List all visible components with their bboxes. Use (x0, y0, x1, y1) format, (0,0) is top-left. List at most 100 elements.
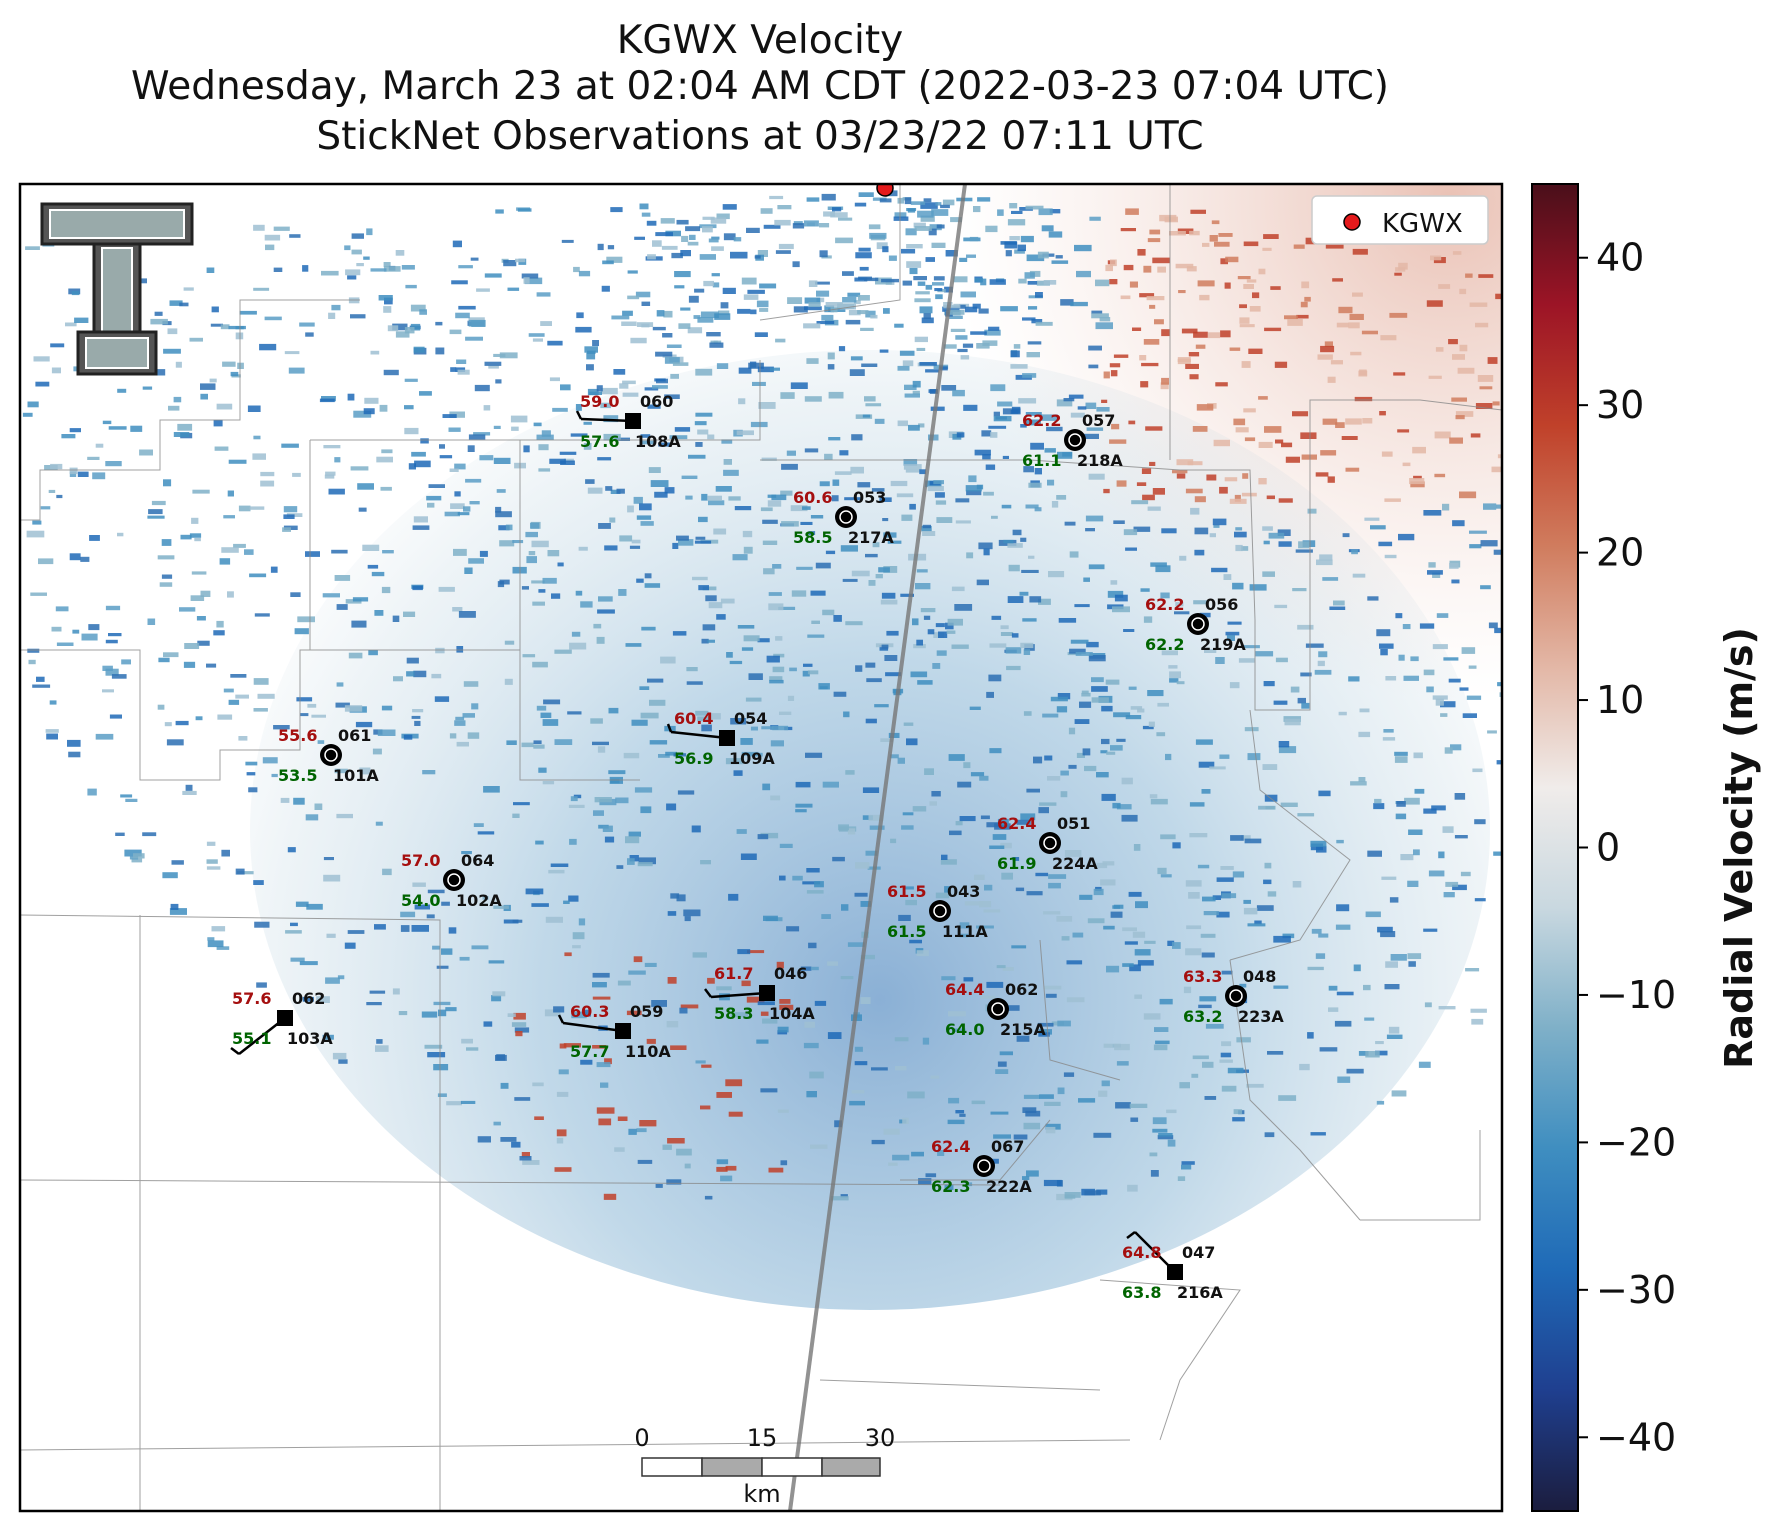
station-222A[interactable]: 62.4 067 62.3 222A (931, 1137, 1032, 1196)
map-subtitle-time: Wednesday, March 23 at 02:04 AM CDT (202… (130, 64, 1390, 109)
station-id: 224A (1052, 854, 1098, 873)
calm-wind-marker (320, 744, 342, 766)
station-224A[interactable]: 62.4 051 61.9 224A (997, 814, 1098, 873)
colorbar-tick-label: −20 (1596, 1120, 1676, 1164)
calm-wind-marker (1225, 985, 1247, 1007)
station-223A[interactable]: 63.3 048 63.2 223A (1183, 967, 1284, 1026)
station-marker (615, 1023, 631, 1039)
map-title: KGWX Velocity (616, 18, 904, 63)
scale-bar: 0 15 30 km (634, 1424, 895, 1508)
station-215A[interactable]: 64.4 062 64.0 215A (945, 980, 1046, 1039)
calm-wind-ring (447, 873, 461, 887)
station-marker (1167, 1264, 1183, 1280)
highway-line (788, 184, 967, 1511)
station-dewpoint: 58.5 (793, 528, 832, 547)
calm-wind-ring (324, 748, 338, 762)
wind-barb-shaft (580, 417, 634, 423)
calm-wind-marker (835, 506, 857, 528)
station-temperature: 64.4 (945, 980, 984, 999)
legend-label: KGWX (1382, 209, 1463, 239)
wind-barb-flag (1126, 1231, 1136, 1239)
scale-tick-0: 0 (634, 1424, 649, 1452)
station-id: 216A (1177, 1283, 1223, 1302)
colorbar-tick-label: 10 (1596, 678, 1644, 722)
wind-barb-shaft (710, 991, 768, 999)
colorbar-tick-label: −40 (1596, 1415, 1676, 1459)
station-marker (719, 730, 735, 746)
map-subtitle-obs: StickNet Observations at 03/23/22 07:11 … (316, 114, 1204, 159)
wind-barb-shaft (562, 1021, 624, 1033)
station-101A[interactable]: 55.6 061 53.5 101A (278, 726, 379, 785)
calm-wind-ring (933, 904, 947, 918)
station-wind-direction: 067 (991, 1137, 1024, 1156)
station-108A[interactable]: 59.0 060 57.6 108A (575, 392, 681, 451)
station-219A[interactable]: 62.2 056 62.2 219A (1145, 595, 1246, 654)
station-217A[interactable]: 60.6 053 58.5 217A (793, 488, 894, 547)
station-wind-direction: 064 (461, 851, 494, 870)
scale-tick-30: 30 (865, 1424, 896, 1452)
colorbar-tick-label: 30 (1596, 383, 1644, 427)
calm-wind-marker (1039, 832, 1061, 854)
station-temperature: 60.4 (674, 709, 713, 728)
calm-wind-marker (1064, 429, 1086, 451)
station-dewpoint: 57.7 (570, 1042, 609, 1061)
station-temperature: 59.0 (580, 392, 619, 411)
calm-wind-marker (987, 998, 1009, 1020)
station-216A[interactable]: 64.8 047 63.8 216A (1122, 1231, 1223, 1302)
colorbar-tick-label: 0 (1596, 826, 1620, 870)
station-103A[interactable]: 57.6 062 55.1 103A (230, 989, 333, 1055)
station-wind-direction: 051 (1057, 814, 1090, 833)
station-104A[interactable]: 61.7 046 58.3 104A (704, 964, 815, 1023)
station-wind-direction: 043 (947, 882, 980, 901)
station-dewpoint: 56.9 (674, 749, 713, 768)
station-wind-direction: 047 (1182, 1243, 1215, 1262)
scale-unit: km (743, 1480, 780, 1508)
wind-barb-shaft (670, 730, 728, 740)
calm-wind-ring (977, 1159, 991, 1173)
station-id: 102A (456, 891, 502, 910)
station-temperature: 60.6 (793, 488, 832, 507)
station-id: 111A (942, 922, 988, 941)
station-102A[interactable]: 57.0 064 54.0 102A (401, 851, 502, 910)
colorbar-label: Radial Velocity (m/s) (1717, 627, 1761, 1069)
station-id: 103A (287, 1029, 333, 1048)
wind-barb-flag (557, 1014, 565, 1024)
calm-wind-marker (443, 869, 465, 891)
station-temperature: 60.3 (570, 1002, 609, 1021)
station-dewpoint: 61.9 (997, 854, 1036, 873)
station-111A[interactable]: 61.5 043 61.5 111A (887, 882, 988, 941)
station-110A[interactable]: 60.3 059 57.7 110A (557, 1002, 671, 1061)
station-wind-direction: 053 (853, 488, 886, 507)
station-wind-direction: 048 (1243, 967, 1276, 986)
station-dewpoint: 58.3 (714, 1004, 753, 1023)
calm-wind-marker (1187, 613, 1209, 635)
station-dewpoint: 63.2 (1183, 1007, 1222, 1026)
station-wind-direction: 057 (1082, 411, 1115, 430)
station-temperature: 62.4 (931, 1137, 970, 1156)
calm-wind-ring (991, 1002, 1005, 1016)
station-id: 104A (769, 1004, 815, 1023)
map-frame (18, 182, 1504, 1513)
station-wind-direction: 062 (1005, 980, 1038, 999)
station-id: 223A (1238, 1007, 1284, 1026)
wind-barb-flag (575, 410, 583, 420)
station-218A[interactable]: 62.2 057 61.1 218A (1022, 411, 1123, 470)
colorbar: 40 30 20 10 0 −10 −20 −30 −40 Radial Velocity (m… (1531, 183, 1761, 1512)
calm-wind-ring (839, 510, 853, 524)
station-wind-direction: 046 (774, 964, 807, 983)
calm-wind-ring (1068, 433, 1082, 447)
station-dewpoint: 62.2 (1145, 635, 1184, 654)
station-id: 219A (1200, 635, 1246, 654)
station-id: 218A (1077, 451, 1123, 470)
calm-wind-ring (1191, 617, 1205, 631)
station-109A[interactable]: 60.4 054 56.9 109A (666, 709, 775, 768)
station-id: 215A (1000, 1020, 1046, 1039)
station-dewpoint: 54.0 (401, 891, 440, 910)
station-dewpoint: 57.6 (580, 432, 619, 451)
station-id: 217A (848, 528, 894, 547)
station-temperature: 57.6 (232, 989, 271, 1008)
station-id: 109A (729, 749, 775, 768)
station-id: 222A (986, 1177, 1032, 1196)
station-wind-direction: 059 (630, 1002, 663, 1021)
station-temperature: 61.5 (887, 882, 926, 901)
